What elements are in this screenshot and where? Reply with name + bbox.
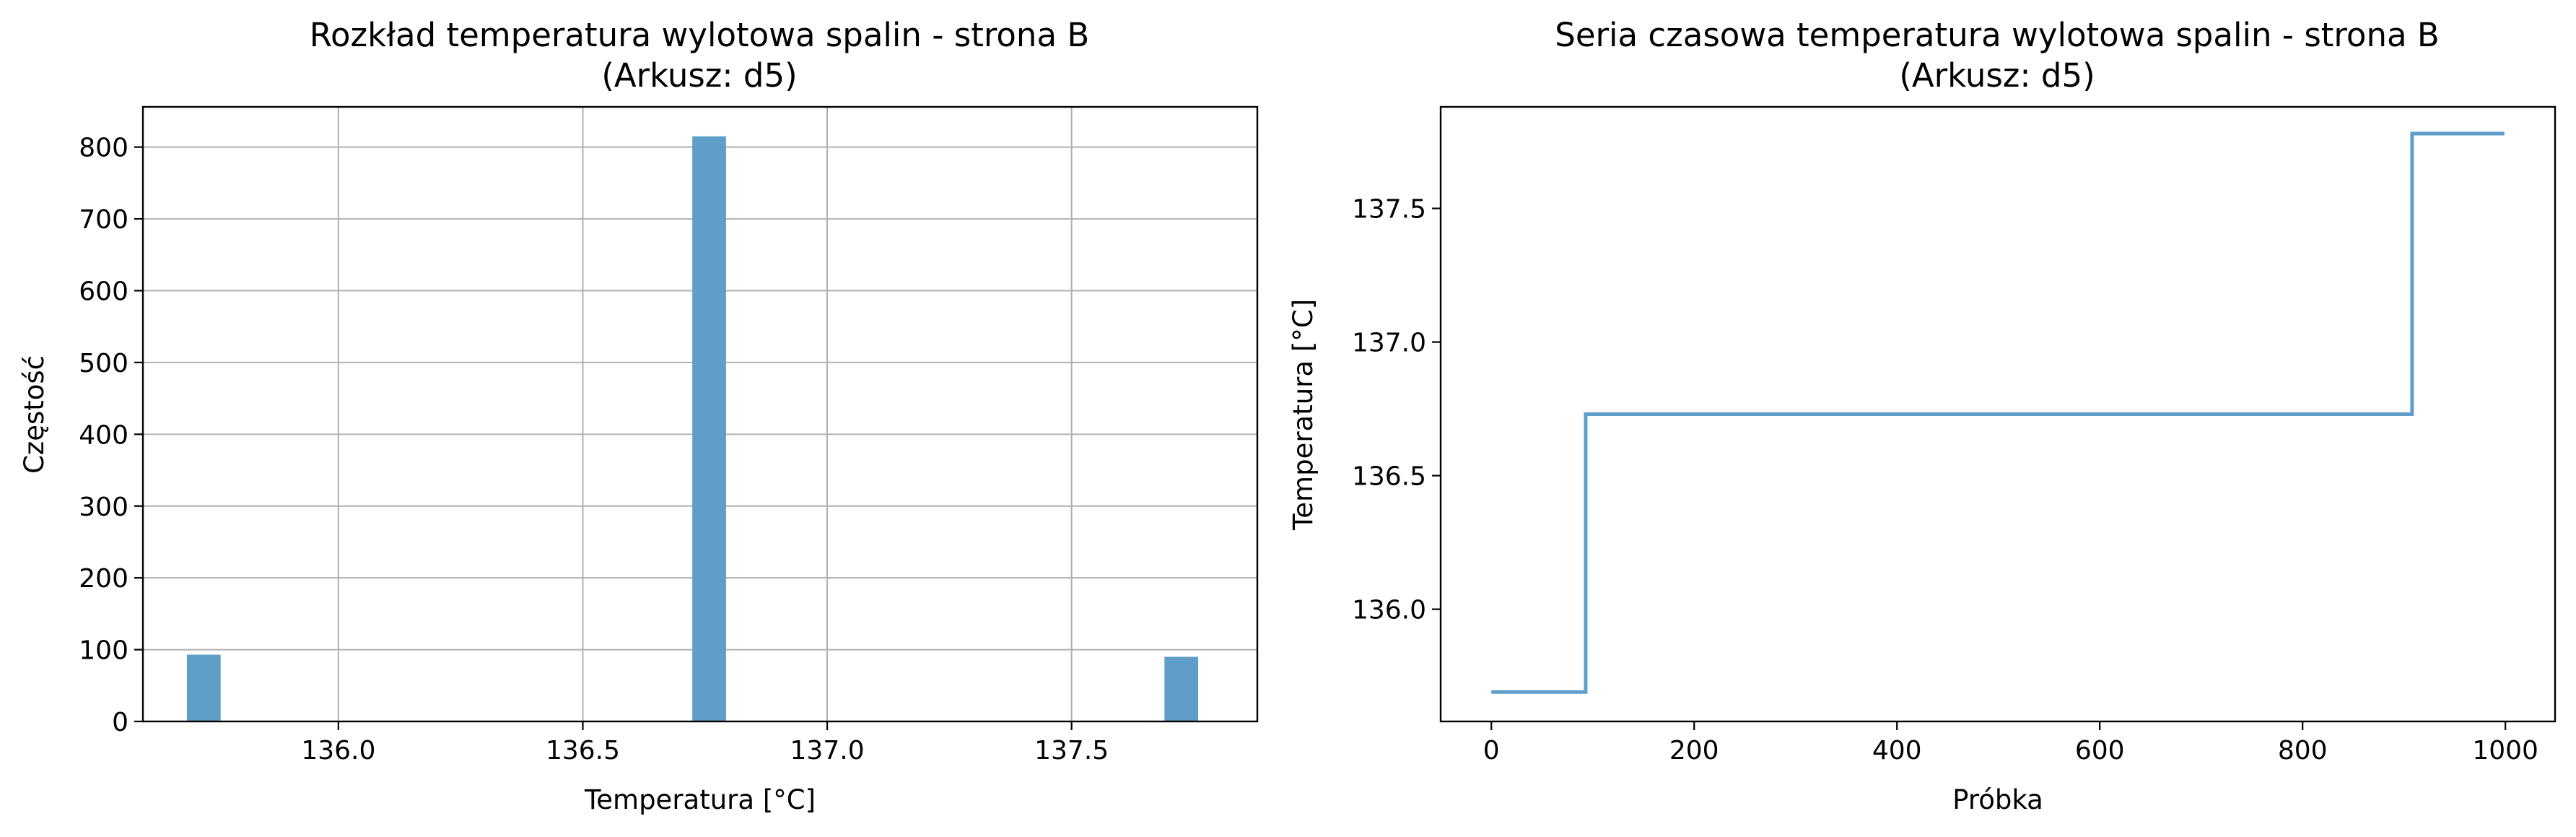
histogram-y-label: Częstość <box>19 355 50 474</box>
y-tick-label: 100 <box>79 636 128 666</box>
y-tick-label: 800 <box>79 134 128 163</box>
histogram-bar <box>1164 656 1199 721</box>
y-tick-label: 700 <box>79 205 128 235</box>
y-tick-label: 137.0 <box>1352 329 1426 358</box>
y-tick-label: 300 <box>79 493 128 522</box>
y-tick-label: 500 <box>79 349 128 378</box>
temperature-series-line <box>1491 131 2505 694</box>
timeseries-title: Seria czasowa temperatura wylotowa spali… <box>1555 16 2439 54</box>
x-tick-label: 137.0 <box>790 736 865 766</box>
y-tick-label: 0 <box>112 708 128 737</box>
timeseries-panel: Seria czasowa temperatura wylotowa spali… <box>1288 16 2557 815</box>
histogram-bars <box>186 136 1199 722</box>
histogram-x-axis: 136.0 136.5 137.0 137.5 <box>301 721 1109 766</box>
y-tick-label: 400 <box>79 420 128 450</box>
x-tick-label: 400 <box>1872 736 1922 766</box>
x-tick-label: 800 <box>2278 736 2328 766</box>
x-tick-label: 0 <box>1483 736 1500 766</box>
histogram-bar <box>186 654 221 721</box>
timeseries-y-label: Temperatura [°C] <box>1288 299 1319 531</box>
timeseries-series <box>1491 131 2505 694</box>
y-tick-label: 600 <box>79 277 128 307</box>
y-tick-label: 136.5 <box>1352 462 1426 492</box>
x-tick-label: 1000 <box>2472 736 2538 766</box>
histogram-y-axis: 0 100 200 300 400 500 600 700 800 <box>79 134 143 737</box>
x-tick-label: 137.5 <box>1034 736 1109 766</box>
timeseries-x-axis: 0 200 400 600 800 1000 <box>1483 721 2538 766</box>
timeseries-y-axis: 136.0 136.5 137.0 137.5 <box>1352 195 1441 625</box>
y-tick-label: 200 <box>79 564 128 594</box>
histogram-frame <box>141 105 1259 723</box>
x-tick-label: 600 <box>2075 736 2125 766</box>
timeseries-x-label: Próbka <box>1952 784 2043 815</box>
histogram-subtitle: (Arkusz: d5) <box>601 56 797 95</box>
y-tick-label: 136.0 <box>1352 596 1426 625</box>
y-tick-label: 137.5 <box>1352 195 1426 225</box>
histogram-panel: Rozkład temperatura wylotowa spalin - st… <box>19 16 1259 815</box>
timeseries-subtitle: (Arkusz: d5) <box>1899 56 2095 95</box>
timeseries-frame <box>1439 105 2557 723</box>
x-tick-label: 136.0 <box>301 736 375 766</box>
histogram-x-label: Temperatura [°C] <box>584 784 816 815</box>
x-tick-label: 136.5 <box>546 736 620 766</box>
x-tick-label: 200 <box>1669 736 1719 766</box>
histogram-bar <box>692 136 726 722</box>
histogram-title: Rozkład temperatura wylotowa spalin - st… <box>310 16 1089 54</box>
